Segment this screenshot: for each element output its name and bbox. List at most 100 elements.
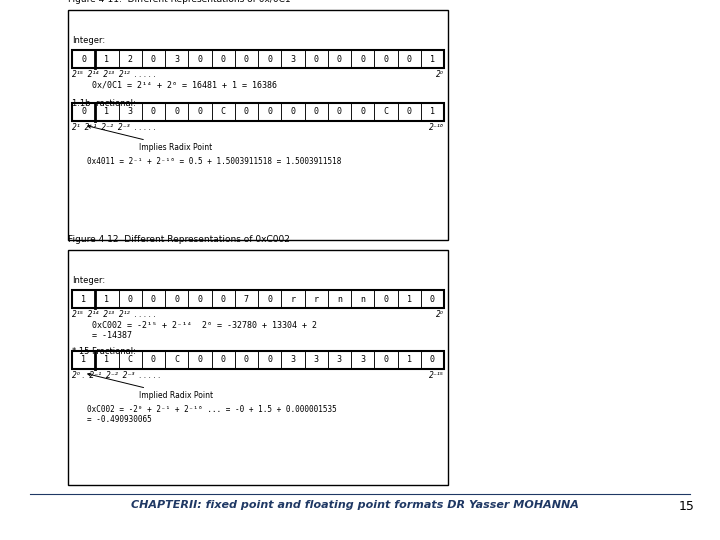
Text: 1: 1	[430, 107, 435, 117]
Text: 0: 0	[197, 294, 202, 303]
Bar	[142, 351, 165, 369]
Text: 0: 0	[244, 55, 249, 64]
Text: 0: 0	[407, 107, 412, 117]
Bar	[397, 351, 420, 369]
Text: 3: 3	[290, 355, 295, 364]
Text: 0: 0	[360, 55, 365, 64]
Text: 0: 0	[267, 55, 272, 64]
Text: 1: 1	[407, 355, 412, 364]
Bar	[119, 50, 142, 68]
Bar	[305, 50, 328, 68]
Text: 3: 3	[360, 355, 365, 364]
Text: Integer:: Integer:	[72, 276, 105, 285]
Text: 0: 0	[407, 55, 412, 64]
Text: 0: 0	[337, 107, 342, 117]
Bar	[212, 103, 235, 121]
Text: 3: 3	[127, 107, 132, 117]
Bar	[397, 103, 420, 121]
Bar	[95, 50, 119, 68]
Bar	[72, 351, 444, 369]
Text: 0xC002 = -2¹⁵ + 2⁻¹⁴  2⁶ = -32780 + 13304 + 2: 0xC002 = -2¹⁵ + 2⁻¹⁴ 2⁶ = -32780 + 13304…	[92, 321, 317, 330]
Bar	[72, 50, 444, 68]
Bar	[305, 103, 328, 121]
Text: 0: 0	[267, 107, 272, 117]
Bar	[328, 351, 351, 369]
Text: Figure 4-11:  Different Representations of 0x/0C1: Figure 4-11: Different Representations o…	[68, 0, 291, 4]
Bar	[305, 290, 328, 308]
Text: 2¹⁵  2¹⁴  2¹³  2¹²  . . . . .: 2¹⁵ 2¹⁴ 2¹³ 2¹² . . . . .	[72, 310, 156, 319]
Text: C: C	[220, 107, 225, 117]
Bar	[328, 290, 351, 308]
Bar	[282, 351, 305, 369]
Bar	[282, 290, 305, 308]
Text: 1: 1	[104, 107, 109, 117]
Text: 0: 0	[267, 355, 272, 364]
Text: 0x/0C1 = 2¹⁴ + 2⁶ = 16481 + 1 = 16386: 0x/0C1 = 2¹⁴ + 2⁶ = 16481 + 1 = 16386	[92, 81, 277, 90]
Bar	[235, 50, 258, 68]
Text: 2⁻¹⁶: 2⁻¹⁶	[429, 123, 444, 132]
Bar	[397, 290, 420, 308]
Text: 0: 0	[151, 55, 156, 64]
Text: Figure 4 12  Different Representations of 0xC002: Figure 4 12 Different Representations of…	[68, 235, 290, 244]
Text: 0x4011 = 2⁻¹ + 2⁻¹⁶ = 0.5 + 1.5003911518 = 1.5003911518: 0x4011 = 2⁻¹ + 2⁻¹⁶ = 0.5 + 1.5003911518…	[87, 157, 341, 166]
Text: 0: 0	[290, 107, 295, 117]
Text: 0xC002 = -2⁰ + 2⁻¹ + 2⁻¹⁶ ... = -0 + 1.5 + 0.000001535: 0xC002 = -2⁰ + 2⁻¹ + 2⁻¹⁶ ... = -0 + 1.5…	[87, 405, 337, 414]
Text: 0: 0	[197, 55, 202, 64]
Bar	[374, 351, 397, 369]
Text: r: r	[290, 294, 295, 303]
Bar	[119, 351, 142, 369]
Text: 0: 0	[430, 355, 435, 364]
Bar	[68, 10, 448, 240]
Text: C: C	[174, 355, 179, 364]
Text: CHAPTERII: fixed point and floating point formats DR Yasser MOHANNA: CHAPTERII: fixed point and floating poin…	[131, 500, 579, 510]
Text: 0: 0	[337, 55, 342, 64]
Bar	[351, 50, 374, 68]
Bar	[165, 351, 188, 369]
Text: 0: 0	[81, 55, 86, 64]
Bar	[142, 290, 165, 308]
Text: 7: 7	[244, 294, 249, 303]
Text: C: C	[127, 355, 132, 364]
Text: n: n	[360, 294, 365, 303]
Text: 0: 0	[151, 107, 156, 117]
Bar	[142, 103, 165, 121]
Bar	[374, 290, 397, 308]
Text: 0: 0	[151, 355, 156, 364]
Bar	[258, 103, 282, 121]
Text: n: n	[337, 294, 342, 303]
Text: 2¹⁵  2¹⁴  2¹³  2¹²  . . . . .: 2¹⁵ 2¹⁴ 2¹³ 2¹² . . . . .	[72, 70, 156, 79]
Text: 0: 0	[360, 107, 365, 117]
Text: Implies Radix Point: Implies Radix Point	[88, 125, 212, 152]
Text: 0: 0	[383, 294, 388, 303]
Bar	[188, 50, 212, 68]
Bar	[328, 103, 351, 121]
Text: 3: 3	[314, 355, 319, 364]
Bar	[397, 50, 420, 68]
Bar	[212, 351, 235, 369]
Bar	[351, 351, 374, 369]
Bar	[258, 50, 282, 68]
Text: 2⁰: 2⁰	[436, 310, 444, 319]
Text: 0: 0	[174, 107, 179, 117]
Bar	[420, 50, 444, 68]
Text: 2⁻¹⁵: 2⁻¹⁵	[429, 371, 444, 380]
Text: 2⁰: 2⁰	[436, 70, 444, 79]
Text: = -0.490930065: = -0.490930065	[87, 415, 152, 424]
Text: 1.1b -ractional:: 1.1b -ractional:	[72, 99, 136, 108]
Text: 1: 1	[104, 294, 109, 303]
Bar	[119, 103, 142, 121]
Bar	[328, 50, 351, 68]
Bar	[142, 50, 165, 68]
Text: 0: 0	[383, 55, 388, 64]
Text: 3: 3	[337, 355, 342, 364]
Text: 0: 0	[314, 55, 319, 64]
Text: 0: 0	[220, 355, 225, 364]
Bar	[351, 290, 374, 308]
Bar	[72, 50, 95, 68]
Text: 3: 3	[290, 55, 295, 64]
Text: C: C	[383, 107, 388, 117]
Bar	[282, 50, 305, 68]
Text: 1: 1	[104, 55, 109, 64]
Text: 0: 0	[127, 294, 132, 303]
Text: 15: 15	[679, 500, 695, 513]
